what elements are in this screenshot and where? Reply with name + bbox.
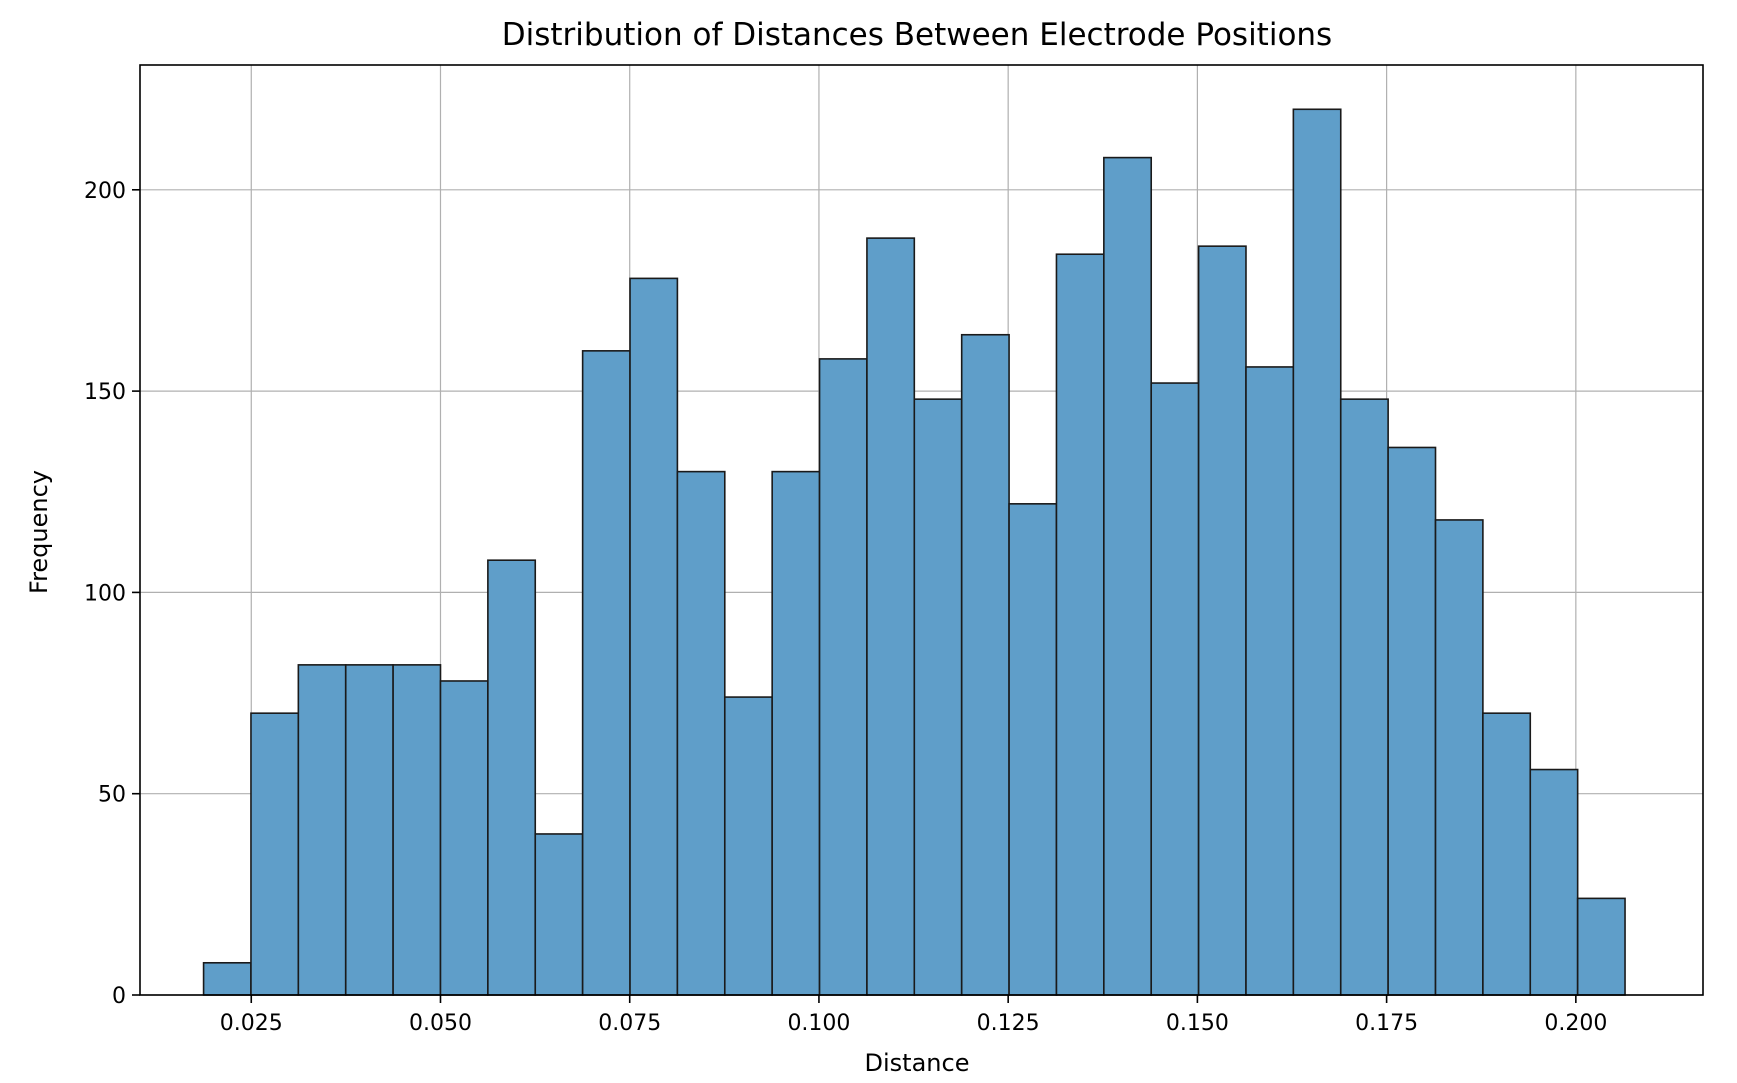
y-tick-label: 150 bbox=[84, 380, 126, 405]
histogram-bar bbox=[1245, 366, 1295, 996]
histogram-bar bbox=[1008, 503, 1058, 996]
y-tick-label: 0 bbox=[112, 984, 126, 1009]
histogram-bar bbox=[1055, 253, 1105, 996]
x-tick-label: 0.175 bbox=[1355, 1011, 1418, 1036]
histogram-bar bbox=[250, 712, 300, 996]
histogram-bar bbox=[1150, 382, 1200, 996]
histogram-bar bbox=[960, 333, 1010, 996]
x-tick-label: 0.050 bbox=[409, 1011, 472, 1036]
bars bbox=[202, 108, 1626, 996]
y-tick-label: 100 bbox=[84, 581, 126, 606]
histogram-bar bbox=[581, 350, 631, 996]
x-axis-label: Distance bbox=[865, 1049, 970, 1077]
histogram-bar bbox=[297, 664, 347, 996]
x-axis-ticks: 0.025 0.050 0.075 0.100 0.125 0.150 0.175 0.200 bbox=[220, 995, 1607, 1036]
y-tick-label: 50 bbox=[98, 783, 126, 808]
histogram-bar bbox=[1482, 712, 1532, 996]
x-tick-label: 0.075 bbox=[598, 1011, 661, 1036]
histogram-bar bbox=[1103, 156, 1153, 996]
histogram-bar bbox=[1387, 446, 1437, 996]
histogram-bar bbox=[1292, 108, 1342, 996]
y-axis-label: Frequency bbox=[25, 470, 53, 594]
histogram-bar bbox=[439, 680, 489, 996]
histogram-bar bbox=[818, 358, 868, 996]
histogram-bar bbox=[1576, 897, 1626, 996]
histogram-bar bbox=[534, 833, 584, 996]
chart-title: Distribution of Distances Between Electr… bbox=[502, 17, 1332, 53]
histogram-bar bbox=[676, 470, 726, 996]
plot-frame bbox=[139, 64, 1704, 996]
histogram-bar bbox=[771, 470, 821, 996]
histogram-bar bbox=[866, 237, 916, 996]
x-tick-label: 0.125 bbox=[977, 1011, 1040, 1036]
histogram-bar bbox=[344, 664, 394, 996]
histogram-bar bbox=[202, 961, 252, 996]
histogram-bar bbox=[913, 398, 963, 996]
histogram-bar bbox=[487, 559, 537, 996]
x-tick-label: 0.100 bbox=[787, 1011, 850, 1036]
y-axis-ticks: 0 50 100 150 200 bbox=[84, 179, 140, 1009]
histogram-bar bbox=[723, 696, 773, 996]
x-tick-label: 0.200 bbox=[1544, 1011, 1607, 1036]
histogram-bar bbox=[629, 277, 679, 996]
x-tick-label: 0.025 bbox=[220, 1011, 283, 1036]
histogram-bar bbox=[1197, 245, 1247, 996]
histogram-bar bbox=[1339, 398, 1389, 996]
histogram-bar bbox=[1529, 768, 1579, 996]
histogram-bar bbox=[392, 664, 442, 996]
y-tick-label: 200 bbox=[84, 179, 126, 204]
histogram-bar bbox=[1434, 519, 1484, 996]
x-tick-label: 0.150 bbox=[1166, 1011, 1229, 1036]
